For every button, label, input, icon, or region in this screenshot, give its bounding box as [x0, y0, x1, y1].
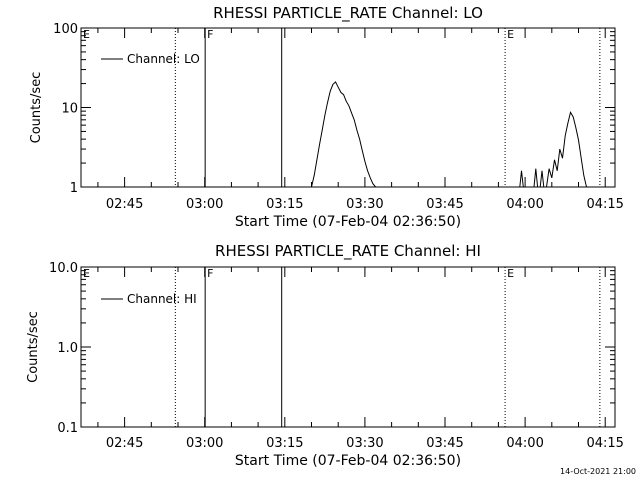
panel-1-y-tick-label: 1	[70, 181, 78, 196]
panel-1-marker-label-e: E	[83, 28, 90, 41]
panel-1-x-tick-label: 03:00	[186, 197, 223, 212]
panel-1-series-1-segment-4	[539, 170, 545, 187]
panel-1-y-tick-label: 100	[53, 22, 78, 37]
panel-1-x-tick-label: 04:00	[506, 197, 543, 212]
panel-2-x-tick-label: 04:15	[586, 436, 623, 451]
panel-2-y-tick-label: 0.1	[57, 421, 78, 436]
panel-2-x-tick-label: 03:45	[426, 436, 463, 451]
panel-2-title: RHESSI PARTICLE_RATE Channel: HI	[215, 242, 481, 261]
panel-1-marker-label-f: F	[207, 28, 213, 41]
panel-2-marker-label-e: E	[83, 267, 90, 280]
panel-1-y-axis-label: Counts/sec	[29, 72, 44, 144]
panel-2-x-tick-label: 02:45	[106, 436, 143, 451]
panel-1-x-tick-label: 03:30	[346, 197, 383, 212]
panel-1: RHESSI PARTICLE_RATE Channel: LO 1 10 100 02…	[29, 4, 624, 230]
panel-2-marker-label-e: E	[507, 267, 514, 280]
panel-2-x-tick-label: 04:00	[506, 436, 543, 451]
panel-1-x-tick-label: 03:45	[426, 197, 463, 212]
panel-2-y-tick-label: 1.0	[57, 341, 78, 356]
panel-1-series-1-segment-5	[546, 110, 587, 187]
panel-1-x-axis-label: Start Time (07-Feb-04 02:36:50)	[235, 214, 461, 230]
panel-2-x-tick-label: 03:15	[266, 436, 303, 451]
panel-2-x-tick-label: 03:00	[186, 436, 223, 451]
panel-2-x-tick-label: 03:30	[346, 436, 383, 451]
panel-2-y-tick-label: 10.0	[49, 261, 78, 276]
panel-1-series-1-segment-2	[519, 170, 524, 187]
panel-2-marker-label-f: F	[207, 267, 213, 280]
panel-2: RHESSI PARTICLE_RATE Channel: HI 0.1 1.0 10…	[26, 242, 624, 469]
panel-1-series-1-segment-3	[533, 168, 539, 187]
panel-1-x-tick-label: 02:45	[106, 197, 143, 212]
panel-1-y-tick-label: 10	[61, 102, 78, 117]
panel-1-series-1-segment-1	[311, 81, 376, 187]
panel-1-x-tick-label: 03:15	[266, 197, 303, 212]
panel-1-title: RHESSI PARTICLE_RATE Channel: LO	[213, 4, 483, 23]
panel-2-legend-label: Channel: HI	[127, 292, 197, 306]
panel-1-marker-label-e: E	[507, 28, 514, 41]
panel-2-plot-frame	[80, 266, 616, 428]
panel-2-x-axis-label: Start Time (07-Feb-04 02:36:50)	[235, 453, 461, 469]
footer-timestamp: 14-Oct-2021 21:00	[560, 467, 636, 476]
panel-2-y-axis-label: Counts/sec	[26, 311, 41, 383]
panel-1-legend-label: Channel: LO	[127, 52, 200, 66]
panel-1-x-tick-label: 04:15	[586, 197, 623, 212]
